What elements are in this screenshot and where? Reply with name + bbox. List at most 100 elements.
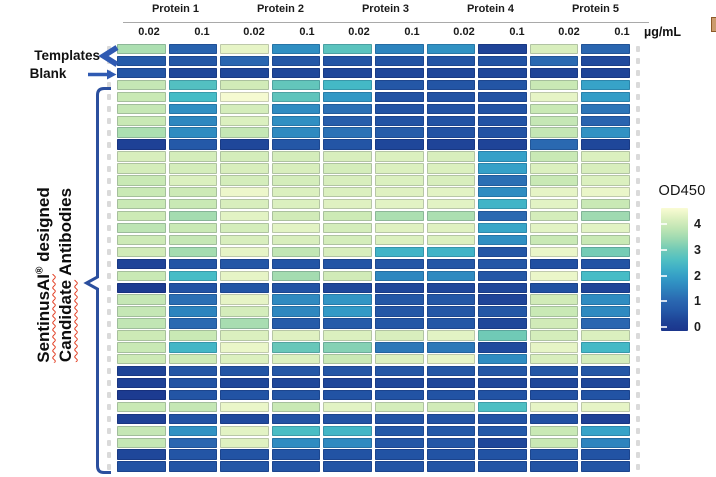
heatmap-cell: [117, 44, 166, 55]
header-rule: [123, 21, 649, 23]
row-tick-mark: [636, 70, 640, 77]
heatmap-cell: [529, 437, 579, 448]
protein-group-label: Protein 3: [361, 3, 410, 15]
heatmap-cell: [529, 175, 579, 186]
heatmap-cell: [220, 187, 269, 198]
heatmap-cell: [271, 115, 321, 126]
row-tick-mark: [107, 237, 111, 244]
heatmap-cell: [117, 318, 166, 329]
heatmap-cell: [375, 377, 424, 389]
heatmap-cell: [323, 115, 372, 126]
heatmap-cell: [529, 294, 579, 305]
heatmap-cell: [271, 377, 321, 389]
side-label: SentinusAI® designed Candidate Antibodie…: [29, 130, 75, 420]
blank-label: Blank: [29, 66, 67, 81]
heatmap-cell: [271, 91, 321, 103]
heatmap-cell: [271, 330, 321, 341]
heatmap-cell: [168, 234, 218, 246]
heatmap-cell: [529, 210, 579, 222]
heatmap-cell: [581, 461, 630, 472]
heatmap-cell: [426, 342, 476, 353]
heatmap-cell: [375, 55, 424, 67]
heatmap-cell: [323, 44, 372, 55]
heatmap-cell: [478, 91, 527, 103]
heatmap-cell: [478, 199, 527, 210]
heatmap-cell: [168, 258, 218, 270]
row-tick-mark: [636, 141, 640, 148]
row-tick-mark: [636, 58, 640, 65]
row-tick-mark: [636, 392, 640, 399]
heatmap-cell: [220, 401, 269, 413]
heatmap-cell: [117, 234, 166, 246]
row-tick-mark: [636, 451, 640, 458]
heatmap-cell: [426, 437, 476, 448]
heatmap-cell: [271, 342, 321, 353]
heatmap-cell: [529, 413, 579, 425]
row-tick-mark: [636, 117, 640, 124]
heatmap-cell: [220, 44, 269, 55]
row-tick-mark: [636, 237, 640, 244]
colorbar-tick-label: 2: [694, 268, 701, 283]
protein-group-label: Protein 1: [151, 3, 200, 15]
heatmap-cell: [478, 246, 527, 258]
row-tick-mark: [636, 272, 640, 279]
heatmap-cell: [375, 306, 424, 317]
heatmap-cell: [529, 270, 579, 281]
heatmap-cell: [529, 389, 579, 401]
heatmap-cell: [168, 163, 218, 174]
heatmap-cell: [529, 234, 579, 246]
heatmap-cell: [117, 354, 166, 365]
heatmap-cell: [117, 210, 166, 222]
row-tick-mark: [107, 308, 111, 315]
heatmap-cell: [220, 282, 269, 293]
colorbar-tick-mark: [661, 274, 667, 277]
heatmap-cell: [375, 79, 424, 91]
heatmap-cell: [117, 330, 166, 341]
colorbar-tick-mark: [661, 223, 667, 225]
row-tick-mark: [107, 451, 111, 458]
row-tick-mark: [107, 201, 111, 208]
row-tick-mark: [636, 428, 640, 434]
heatmap-cell: [168, 115, 218, 126]
heatmap-cell: [168, 342, 218, 353]
heatmap-cell: [117, 294, 166, 305]
heatmap-cell: [117, 389, 166, 401]
heatmap-cell: [478, 187, 527, 198]
heatmap-cell: [323, 67, 372, 79]
heatmap-cell: [375, 103, 424, 115]
heatmap-cell: [323, 127, 372, 138]
heatmap-cell: [220, 318, 269, 329]
colorbar-title: OD450: [658, 183, 706, 199]
heatmap-cell: [271, 199, 321, 210]
heatmap-cell: [168, 282, 218, 293]
heatmap-cell: [375, 425, 424, 436]
heatmap-cell: [426, 199, 476, 210]
heatmap-cell: [117, 437, 166, 448]
heatmap-cell: [220, 55, 269, 67]
heatmap-cell: [220, 365, 269, 377]
heatmap-cell: [271, 79, 321, 91]
concentration-label: 0.02: [138, 26, 160, 38]
row-tick-mark: [636, 225, 640, 232]
heatmap-cell: [271, 210, 321, 222]
row-tick-mark: [636, 284, 640, 291]
cropped-edge-element: [711, 17, 716, 32]
row-tick-mark: [636, 249, 640, 256]
row-tick-mark: [636, 189, 640, 196]
heatmap-cell: [581, 354, 630, 365]
concentration-label: 0.1: [509, 26, 525, 38]
heatmap-cell: [271, 401, 321, 413]
heatmap-cell: [117, 425, 166, 436]
templates-label: Templates: [34, 48, 100, 63]
heatmap-cell: [323, 377, 372, 389]
heatmap-cell: [323, 151, 372, 162]
heatmap-cell: [426, 115, 476, 126]
heatmap-cell: [168, 79, 218, 91]
heatmap-cell: [581, 67, 630, 79]
heatmap-cell: [581, 365, 630, 377]
heatmap-cell: [426, 151, 476, 162]
heatmap-cell: [168, 67, 218, 79]
heatmap-cell: [375, 175, 424, 186]
heatmap-cell: [117, 151, 166, 162]
heatmap-cell: [323, 258, 372, 270]
